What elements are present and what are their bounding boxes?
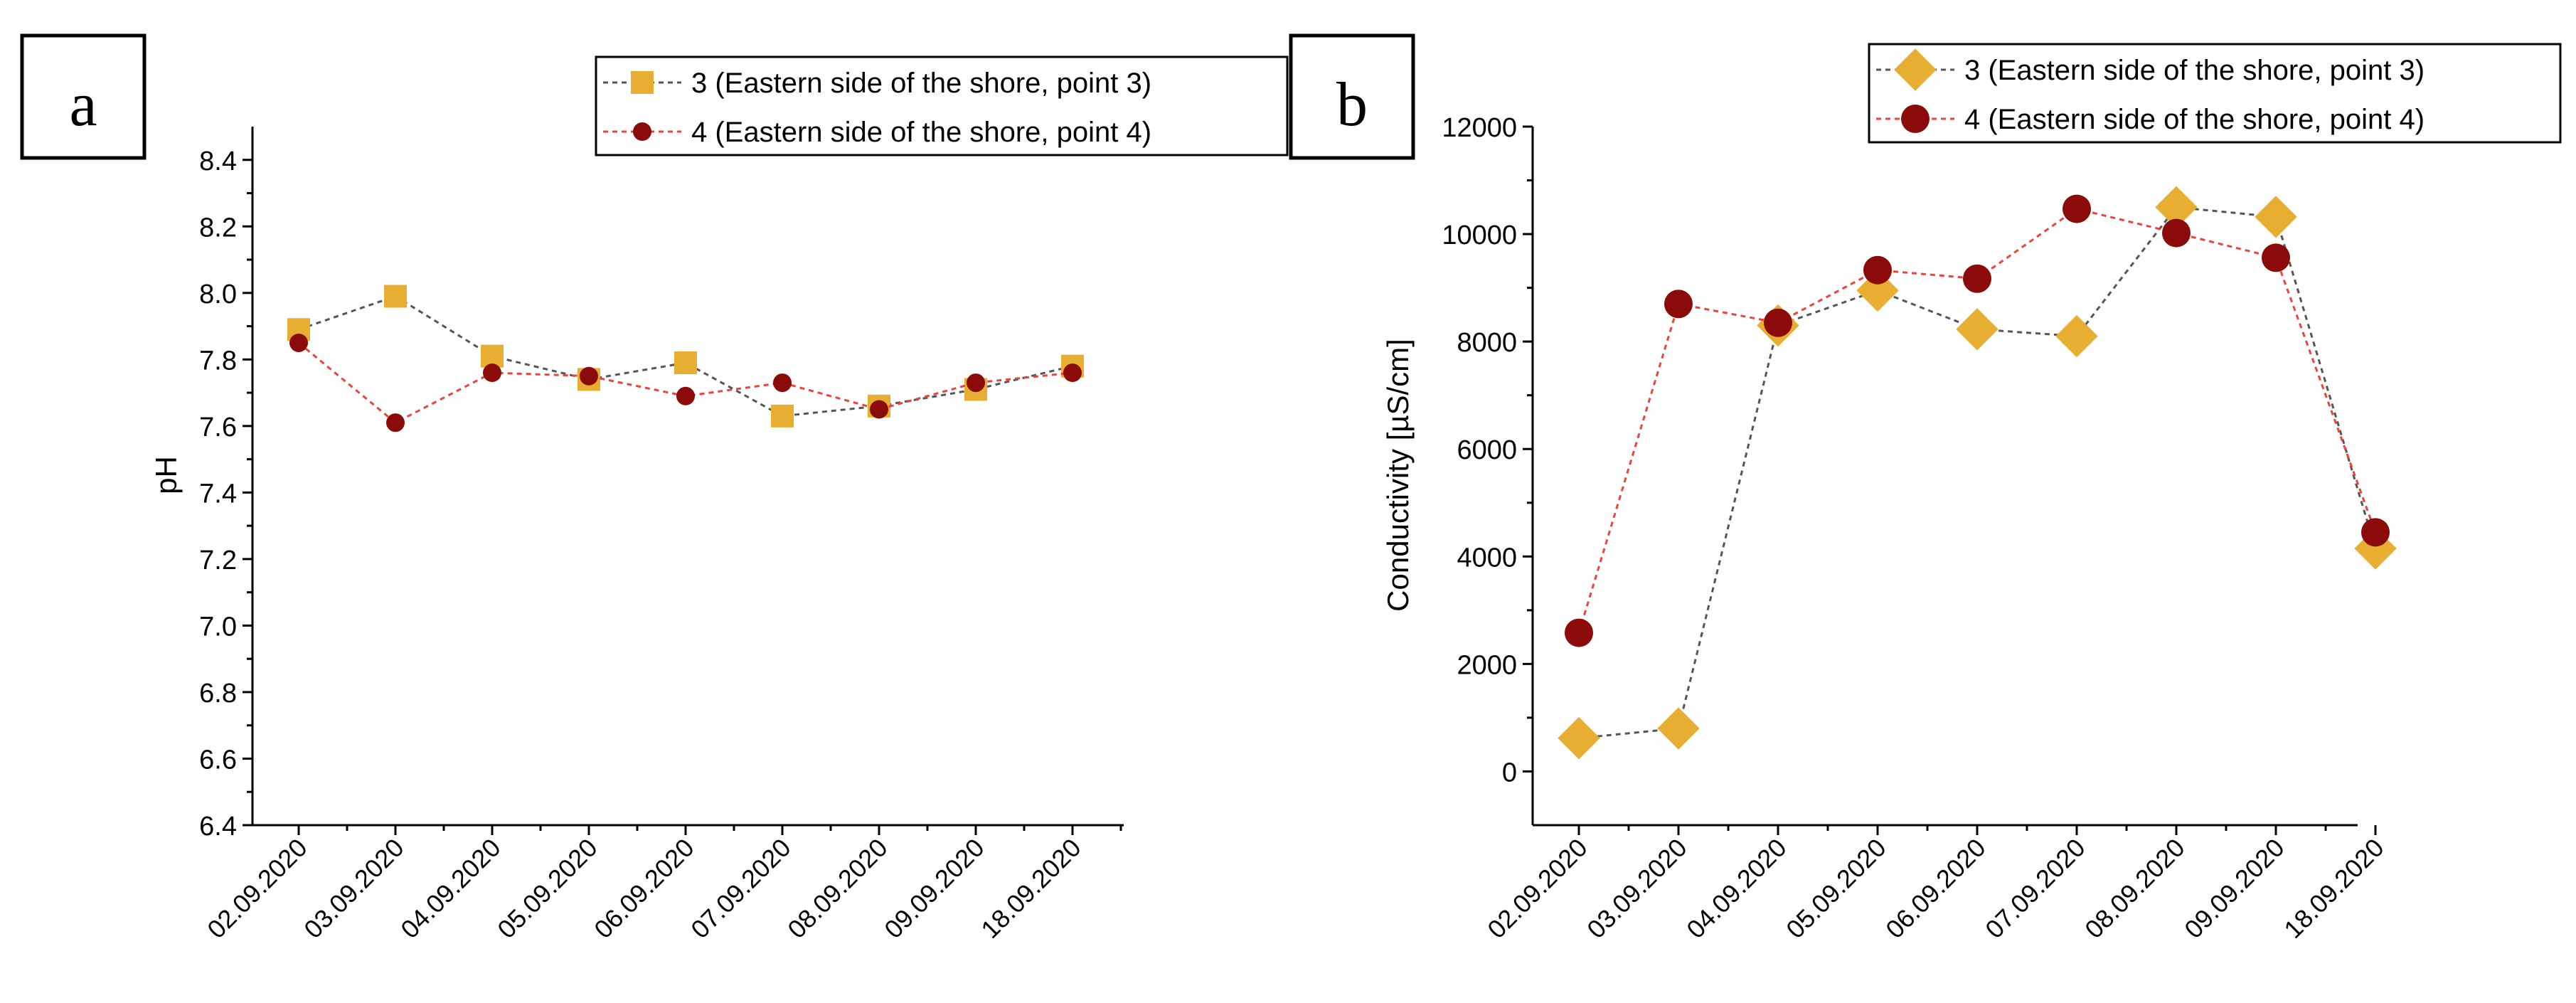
- y-tick-label: 6.4: [199, 812, 237, 842]
- panel-b-label-box: b: [1289, 33, 1415, 160]
- panel-a-label: a: [69, 70, 97, 139]
- data-point: [386, 413, 405, 432]
- y-tick-label: 8.2: [199, 213, 237, 243]
- data-point: [2155, 186, 2198, 229]
- panel-b-series: [1558, 186, 2397, 760]
- x-tick-label: 05.09.2020: [1780, 833, 1891, 944]
- panel-a-legend: 3 (Eastern side of the shore, point 3) 4 …: [595, 55, 1289, 156]
- y-tick-label: 6.8: [199, 679, 237, 709]
- series-2: [1565, 194, 2390, 647]
- legend-marker: [631, 71, 654, 94]
- y-tick-label: 8.0: [199, 280, 237, 309]
- panel-a-chart: a pH 6.4 6.6 6.8 7.0 7.2 7.4 7.6 7.8 8.0 8.2 8.4 0…: [20, 33, 1289, 944]
- x-tick-label: 04.09.2020: [395, 833, 506, 944]
- panel-b-chart: b Conductivity [µS/cm] 0 2000 4000 6000 8000…: [1289, 33, 2562, 944]
- x-tick-label: 08.09.2020: [782, 833, 893, 944]
- y-tick-label: 7.2: [199, 546, 237, 575]
- data-point: [1856, 269, 1899, 312]
- legend-marker: [1901, 105, 1930, 133]
- legend-marker: [1894, 48, 1937, 91]
- x-tick-label: 06.09.2020: [1880, 833, 1991, 944]
- panel-a-y-ticks: 6.4 6.6 6.8 7.0 7.2 7.4 7.6 7.8 8.0 8.2 8.4: [199, 147, 252, 842]
- panel-a-legend-items: 3 (Eastern side of the shore, point 3) 4 …: [603, 68, 1151, 148]
- panel-a-series: [287, 285, 1084, 432]
- x-tick-label: 09.09.2020: [2178, 833, 2289, 944]
- y-tick-label: 12000: [1442, 113, 1517, 143]
- x-tick-label: 02.09.2020: [1481, 833, 1592, 944]
- panel-b-label: b: [1336, 70, 1368, 139]
- legend-label: 4 (Eastern side of the shore, point 4): [1964, 104, 2425, 135]
- x-tick-label: 08.09.2020: [2079, 833, 2190, 944]
- data-point: [1963, 264, 1991, 293]
- data-point: [1956, 308, 1998, 351]
- legend-label: 3 (Eastern side of the shore, point 3): [1964, 55, 2425, 86]
- legend-marker: [633, 122, 651, 141]
- data-point: [1558, 716, 1600, 760]
- y-tick-label: 10000: [1442, 221, 1517, 250]
- panel-a-label-box: a: [20, 33, 147, 160]
- x-tick-label: 03.09.2020: [298, 833, 409, 944]
- panel-b-legend: 3 (Eastern side of the shore, point 3) 4 …: [1868, 43, 2562, 144]
- y-tick-label: 8.4: [199, 147, 237, 176]
- x-tick-label: 02.09.2020: [201, 833, 312, 944]
- data-point: [2262, 243, 2290, 272]
- data-point: [773, 373, 792, 393]
- x-tick-label: 07.09.2020: [1979, 833, 2090, 944]
- x-tick-label: 18.09.2020: [2278, 833, 2389, 944]
- series-line: [1578, 206, 2377, 740]
- y-tick-label: 7.6: [199, 413, 237, 442]
- data-point: [967, 373, 985, 393]
- data-point: [1565, 618, 1593, 647]
- panel-b-y-axis-label: Conductivity [µS/cm]: [1381, 339, 1415, 612]
- data-point: [384, 285, 407, 308]
- x-tick-label: 05.09.2020: [491, 833, 602, 944]
- y-tick-label: 6000: [1457, 435, 1517, 465]
- y-tick-label: 2000: [1457, 650, 1517, 680]
- data-point: [1063, 363, 1082, 383]
- data-point: [2162, 218, 2191, 248]
- series-2: [289, 333, 1082, 432]
- y-tick-label: 6.6: [199, 745, 237, 775]
- y-tick-label: 7.0: [199, 612, 237, 642]
- x-tick-label: 07.09.2020: [685, 833, 796, 944]
- y-tick-label: 4000: [1457, 543, 1517, 573]
- panel-a-y-axis-label: pH: [149, 456, 183, 494]
- data-point: [1764, 308, 1792, 337]
- y-tick-label: 0: [1502, 758, 1517, 787]
- panel-b-x-ticks: 02.09.202003.09.202004.09.202005.09.2020…: [1481, 825, 2390, 944]
- panel-a-x-ticks: 02.09.202003.09.202004.09.202005.09.2020…: [201, 825, 1122, 944]
- data-point: [2354, 527, 2397, 570]
- panel-b-y-ticks: 0 2000 4000 6000 8000 10000 12000: [1442, 113, 1533, 787]
- data-point: [1657, 707, 1700, 750]
- y-tick-label: 7.8: [199, 346, 237, 376]
- x-tick-label: 03.09.2020: [1581, 833, 1692, 944]
- y-tick-label: 7.4: [199, 479, 237, 509]
- y-tick-label: 8000: [1457, 328, 1517, 358]
- legend-label: 3 (Eastern side of the shore, point 3): [691, 68, 1151, 99]
- x-tick-label: 09.09.2020: [878, 833, 989, 944]
- data-point: [2055, 314, 2098, 358]
- panel-b-legend-items: 3 (Eastern side of the shore, point 3) 4 …: [1876, 48, 2425, 135]
- data-point: [483, 363, 501, 383]
- data-point: [771, 404, 794, 428]
- x-tick-label: 06.09.2020: [588, 833, 699, 944]
- data-point: [870, 400, 888, 419]
- data-point: [1863, 255, 1892, 285]
- data-point: [2361, 518, 2390, 547]
- series-line: [298, 294, 1073, 418]
- series-1: [287, 285, 1084, 428]
- data-point: [2255, 196, 2297, 238]
- data-point: [289, 333, 308, 352]
- x-tick-label: 18.09.2020: [975, 833, 1086, 944]
- data-point: [1664, 290, 1693, 319]
- data-point: [676, 386, 695, 405]
- data-point: [674, 351, 697, 375]
- data-point: [2063, 194, 2091, 223]
- data-point: [580, 366, 598, 386]
- x-tick-label: 04.09.2020: [1681, 833, 1792, 944]
- legend-label: 4 (Eastern side of the shore, point 4): [691, 117, 1151, 148]
